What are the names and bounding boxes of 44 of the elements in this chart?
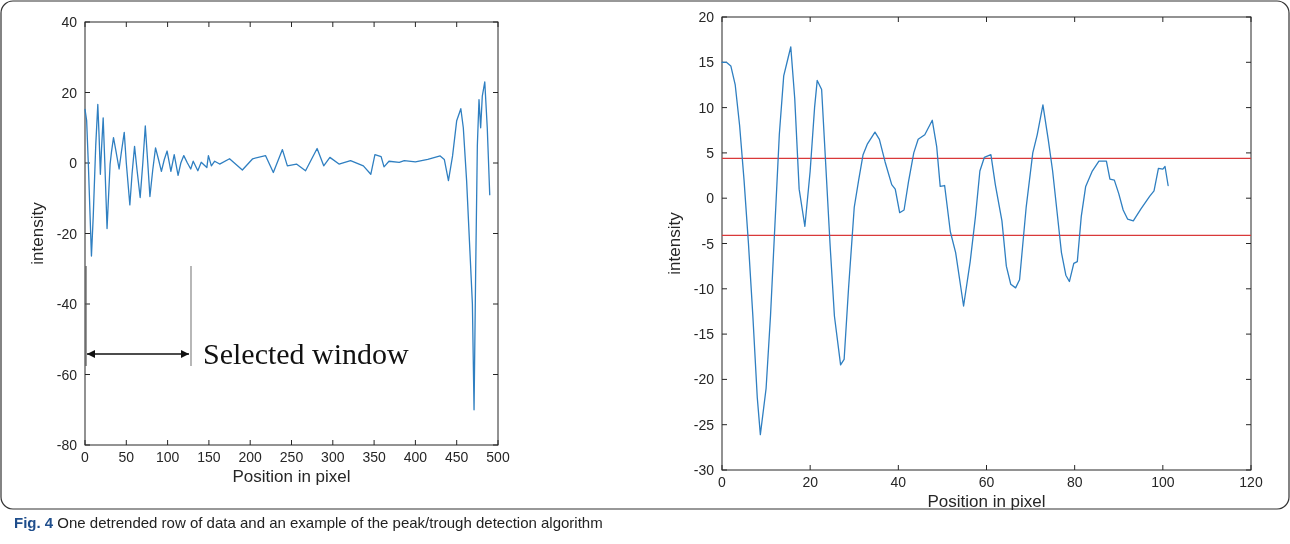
line-series [84, 81, 491, 411]
x-tick-label: 40 [890, 474, 907, 490]
x-tick-label: 100 [1151, 474, 1175, 490]
y-tick-label: -20 [56, 225, 78, 242]
y-tick-label: 15 [698, 54, 715, 71]
y-axis-title: intensity [28, 201, 47, 265]
x-tick-label: 200 [238, 449, 263, 465]
y-tick-label: 20 [698, 9, 715, 25]
x-tick-label: 0 [718, 474, 727, 490]
y-tick-label: -15 [693, 326, 715, 343]
x-tick-label: 20 [802, 474, 819, 490]
y-tick-label: -30 [693, 462, 715, 478]
y-tick-label: -5 [701, 235, 715, 252]
y-tick-label: -10 [693, 280, 715, 297]
x-tick-label: 400 [403, 449, 428, 465]
y-tick-label: -60 [56, 366, 78, 383]
y-tick-label: 5 [706, 144, 715, 161]
x-tick-label: 150 [197, 449, 221, 465]
y-tick-label: -80 [56, 437, 78, 453]
x-tick-label: 80 [1066, 474, 1083, 490]
x-tick-label: 250 [279, 449, 304, 465]
x-axis-title: Position in pixel [927, 492, 1046, 511]
y-tick-label: -25 [693, 416, 715, 433]
x-tick-label: 120 [1239, 474, 1263, 490]
y-tick-label: -40 [56, 296, 78, 312]
x-tick-label: 100 [155, 449, 180, 465]
y-tick-label: -20 [693, 371, 715, 388]
x-tick-label: 300 [321, 449, 345, 465]
line-series [721, 46, 1169, 436]
y-tick-label: 40 [61, 14, 78, 30]
x-tick-label: 450 [445, 449, 469, 465]
x-tick-label: 60 [978, 474, 995, 490]
annotation: Selected window [203, 337, 410, 370]
y-tick-label: 20 [61, 84, 78, 101]
x-tick-label: 0 [81, 449, 90, 465]
y-tick-label: 0 [706, 190, 715, 207]
y-tick-label: 0 [69, 155, 78, 171]
x-tick-label: 500 [486, 449, 510, 465]
x-tick-label: 50 [118, 449, 135, 465]
caption: Fig. 4 One detrended row of data and an example of the peak/trough detection algorithm [14, 514, 603, 531]
y-axis-title: intensity [665, 211, 684, 275]
x-tick-label: 350 [362, 449, 386, 465]
y-tick-label: 10 [698, 99, 715, 116]
x-axis-title: Position in pixel [232, 467, 351, 486]
